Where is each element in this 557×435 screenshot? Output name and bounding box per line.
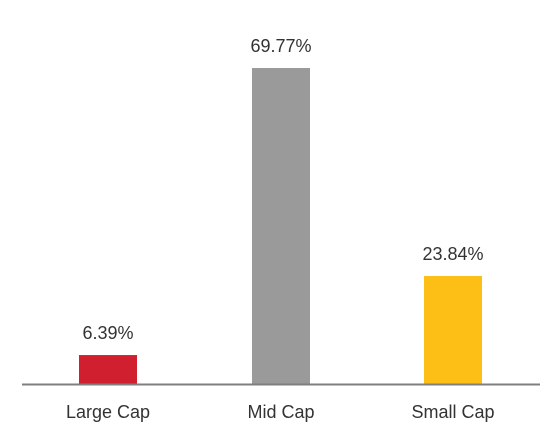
bar-small-cap <box>424 276 482 384</box>
category-labels-group: Large Cap Mid Cap Small Cap <box>66 402 495 422</box>
bar-mid-cap <box>252 68 310 384</box>
value-label-mid-cap: 69.77% <box>250 36 311 56</box>
value-label-small-cap: 23.84% <box>422 244 483 264</box>
category-label-small-cap: Small Cap <box>411 402 494 422</box>
bar-large-cap <box>79 355 137 384</box>
category-label-mid-cap: Mid Cap <box>247 402 314 422</box>
value-label-large-cap: 6.39% <box>82 323 133 343</box>
category-label-large-cap: Large Cap <box>66 402 150 422</box>
bars-group <box>79 68 482 384</box>
value-labels-group: 6.39% 69.77% 23.84% <box>82 36 483 343</box>
